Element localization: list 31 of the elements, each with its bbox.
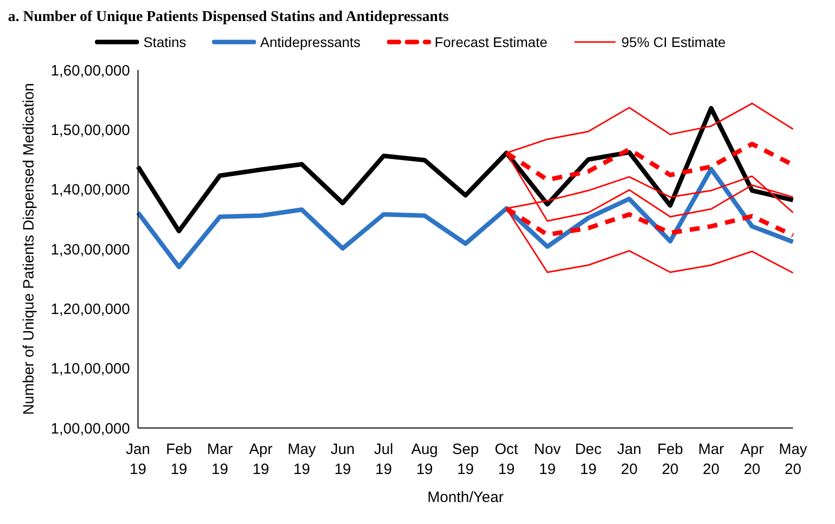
y-tick-label: 1,10,00,000 xyxy=(50,360,130,378)
legend-label: Antidepressants xyxy=(260,34,361,50)
x-tick-label: May 20 xyxy=(778,441,808,478)
x-tick-label: Nov 19 xyxy=(534,441,562,478)
x-tick-label: Apr 20 xyxy=(740,441,764,478)
y-tick-label: 1,00,00,000 xyxy=(50,420,130,438)
x-tick-label: Mar 20 xyxy=(698,441,724,478)
y-tick-label: 1,50,00,000 xyxy=(50,122,130,139)
x-tick-label: Aug 19 xyxy=(411,441,438,478)
y-axis-title: Number of Unique Patients Dispensed Medication xyxy=(20,83,38,415)
x-axis-title: Month/Year xyxy=(427,489,504,506)
x-tick-label: Jul 19 xyxy=(374,441,394,478)
x-tick-label: Oct 19 xyxy=(494,441,519,478)
y-tick-label: 1,20,00,000 xyxy=(50,300,130,318)
legend-label: Statins xyxy=(143,34,186,50)
x-tick-label: Feb 19 xyxy=(166,441,192,478)
x-tick-label: Jan 20 xyxy=(617,441,642,478)
x-tick-label: Jun 19 xyxy=(330,441,355,478)
legend-label: Forecast Estimate xyxy=(434,34,548,50)
x-tick-label: May 19 xyxy=(288,441,316,478)
y-tick-label: 1,30,00,000 xyxy=(50,241,130,258)
x-tick-label: Sep 19 xyxy=(452,441,479,478)
legend-label: 95% CI Estimate xyxy=(621,34,726,50)
x-tick-label: Mar 19 xyxy=(206,441,233,478)
x-tick-label: Feb 20 xyxy=(657,441,684,478)
y-tick-label: 1,40,00,000 xyxy=(50,182,130,199)
x-tick-label: Apr 19 xyxy=(249,441,272,478)
x-tick-label: Jan 19 xyxy=(126,441,150,478)
x-tick-label: Dec 19 xyxy=(574,441,602,478)
chart-title: a. Number of Unique Patients Dispensed Statins and Antidepressants xyxy=(8,8,450,26)
y-tick-label: 1,60,00,000 xyxy=(50,62,130,80)
